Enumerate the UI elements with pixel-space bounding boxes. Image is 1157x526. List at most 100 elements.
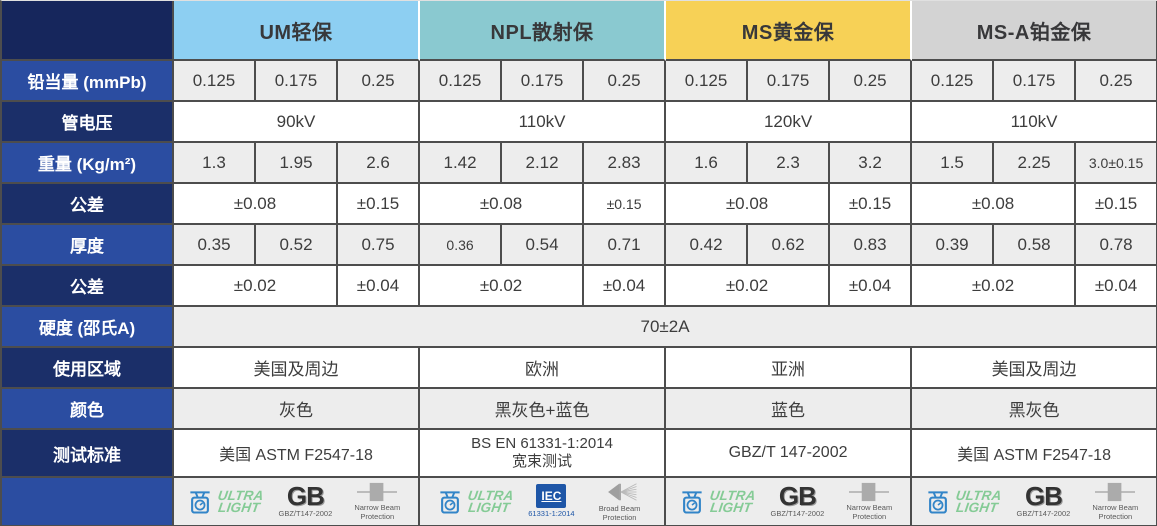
product-header-npl: NPL散射保 xyxy=(420,1,667,61)
data-cell: ±0.04 xyxy=(830,266,913,307)
iec-logo: IEC 61331-1:2014 xyxy=(528,484,575,519)
row-label-tube-voltage: 管电压 xyxy=(2,102,174,143)
row-tube-voltage: 管电压 90kV 110kV 120kV 110kV xyxy=(2,102,1157,143)
data-cell: ±0.15 xyxy=(338,184,421,225)
narrow-beam-icon xyxy=(1095,482,1136,502)
data-cell: 0.36 xyxy=(420,225,503,266)
data-cell: 黑灰色 xyxy=(912,389,1157,430)
data-cell: 90kV xyxy=(174,102,421,143)
data-cell: 0.25 xyxy=(338,61,421,102)
data-cell: 0.35 xyxy=(174,225,256,266)
data-cell: 黑灰色+蓝色 xyxy=(420,389,667,430)
scale-icon xyxy=(439,490,460,514)
data-cell: 110kV xyxy=(912,102,1157,143)
data-cell: ±0.08 xyxy=(420,184,585,225)
data-cell: 0.125 xyxy=(666,61,749,102)
narrow-beam-logo: Narrow Beam Protection xyxy=(348,482,406,521)
row-label-color: 颜色 xyxy=(2,389,174,430)
data-cell: 0.71 xyxy=(584,225,667,266)
data-cell: 1.95 xyxy=(256,143,338,184)
data-cell: 3.0±0.15 xyxy=(1076,143,1157,184)
data-cell: 2.83 xyxy=(584,143,667,184)
broad-beam-icon xyxy=(607,483,637,501)
data-cell: 2.12 xyxy=(502,143,585,184)
narrow-beam-icon xyxy=(357,482,398,502)
row-cert-logos: ULTRA LIGHT GB GBZ/T147-2002 Narrow Beam… xyxy=(2,478,1157,526)
row-thickness: 厚度 0.35 0.52 0.75 0.36 0.54 0.71 0.42 0.… xyxy=(2,225,1157,266)
data-cell: 0.25 xyxy=(830,61,913,102)
data-cell: 0.25 xyxy=(584,61,667,102)
row-label-region: 使用区域 xyxy=(2,348,174,389)
data-cell: ±0.04 xyxy=(584,266,667,307)
data-cell: 0.125 xyxy=(420,61,503,102)
row-label-weight: 重量 (Kg/m²) xyxy=(2,143,174,184)
data-cell: 2.25 xyxy=(994,143,1077,184)
data-cell: 美国及周边 xyxy=(174,348,421,389)
data-cell: 2.3 xyxy=(748,143,831,184)
data-cell: ±0.02 xyxy=(912,266,1077,307)
data-cell: 1.6 xyxy=(666,143,749,184)
standard-npl-text: BS EN 61331-1:2014 宽束测试 xyxy=(471,435,613,470)
ultra-light-label: ULTRA LIGHT xyxy=(466,488,515,515)
data-cell: 美国 ASTM F2547-18 xyxy=(912,430,1157,478)
row-color: 颜色 灰色 黑灰色+蓝色 蓝色 黑灰色 xyxy=(2,389,1157,430)
data-cell: 0.52 xyxy=(256,225,338,266)
data-cell: 灰色 xyxy=(174,389,421,430)
ultra-light-label: ULTRA LIGHT xyxy=(954,488,1003,515)
cert-logos-msa: ULTRA LIGHT GB GBZ/T147-2002 Narrow Beam… xyxy=(912,478,1157,526)
data-cell: GBZ/T 147-2002 xyxy=(666,430,913,478)
row-label-hardness: 硬度 (邵氏A) xyxy=(2,307,174,348)
data-cell: ±0.08 xyxy=(174,184,338,225)
data-cell: ±0.08 xyxy=(912,184,1077,225)
data-cell: ±0.15 xyxy=(584,184,667,225)
data-cell: 0.175 xyxy=(748,61,831,102)
data-cell: ±0.15 xyxy=(830,184,913,225)
gb-logo: GB GBZ/T147-2002 xyxy=(1016,480,1071,518)
data-cell: 亚洲 xyxy=(666,348,913,389)
ultra-light-logo: ULTRA LIGHT xyxy=(186,488,265,516)
scale-icon xyxy=(190,490,210,514)
gb-logo: GB GBZ/T147-2002 xyxy=(278,480,333,518)
logos-row-label-empty xyxy=(2,478,174,526)
row-label-lead-equivalence: 铅当量 (mmPb) xyxy=(2,61,174,102)
cert-logos-ms: ULTRA LIGHT GB GBZ/T147-2002 Narrow Beam… xyxy=(666,478,913,526)
row-label-thickness: 厚度 xyxy=(2,225,174,266)
product-header-ms: MS黄金保 xyxy=(666,1,913,61)
row-test-standard: 测试标准 美国 ASTM F2547-18 BS EN 61331-1:2014… xyxy=(2,430,1157,478)
ultra-light-label: ULTRA LIGHT xyxy=(216,488,265,515)
data-cell: 70±2A xyxy=(174,307,1157,348)
ultra-light-logo: ULTRA LIGHT xyxy=(924,488,1003,516)
data-cell: 110kV xyxy=(420,102,667,143)
row-lead-equivalence: 铅当量 (mmPb) 0.125 0.175 0.25 0.125 0.175 … xyxy=(2,61,1157,102)
data-cell: 3.2 xyxy=(830,143,913,184)
data-cell: BS EN 61331-1:2014 宽束测试 xyxy=(420,430,667,478)
data-cell: ±0.04 xyxy=(338,266,421,307)
data-cell: 0.42 xyxy=(666,225,749,266)
data-cell: 0.175 xyxy=(502,61,585,102)
data-cell: ±0.02 xyxy=(666,266,831,307)
data-cell: 2.6 xyxy=(338,143,421,184)
data-cell: 蓝色 xyxy=(666,389,913,430)
data-cell: 0.25 xyxy=(1076,61,1157,102)
cert-logos-npl: ULTRA LIGHT IEC 61331-1:2014 xyxy=(420,478,667,526)
scale-icon xyxy=(928,490,948,514)
broad-beam-logo: Broad Beam Protection xyxy=(591,481,649,522)
gb-logo: GB GBZ/T147-2002 xyxy=(770,480,825,518)
data-cell: 0.75 xyxy=(338,225,421,266)
data-cell: ±0.04 xyxy=(1076,266,1157,307)
ultra-light-logo: ULTRA LIGHT xyxy=(678,488,756,516)
row-label-test-standard: 测试标准 xyxy=(2,430,174,478)
row-label-weight-tolerance: 公差 xyxy=(2,184,174,225)
data-cell: 1.3 xyxy=(174,143,256,184)
data-cell: 欧洲 xyxy=(420,348,667,389)
data-cell: 0.125 xyxy=(174,61,256,102)
data-cell: 0.83 xyxy=(830,225,913,266)
data-cell: ±0.02 xyxy=(420,266,585,307)
narrow-beam-logo: Narrow Beam Protection xyxy=(840,482,898,521)
scale-icon xyxy=(682,490,702,514)
product-header-um: UM轻保 xyxy=(174,1,421,61)
data-cell: 0.62 xyxy=(748,225,831,266)
cert-logos-um: ULTRA LIGHT GB GBZ/T147-2002 Narrow Beam… xyxy=(174,478,421,526)
data-cell: ±0.02 xyxy=(174,266,338,307)
